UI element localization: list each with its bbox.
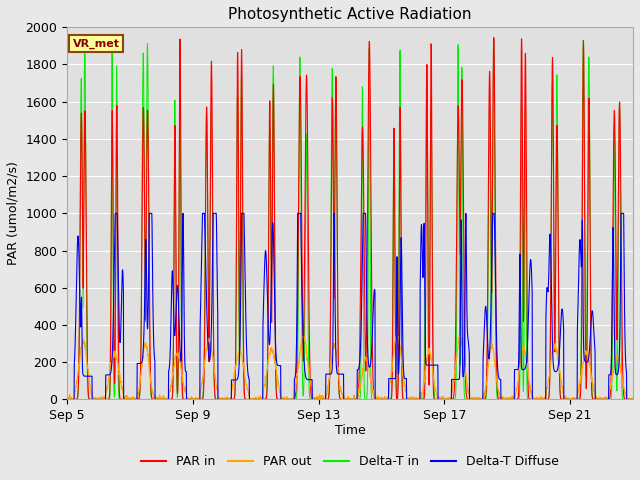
Title: Photosynthetic Active Radiation: Photosynthetic Active Radiation [228,7,472,22]
Text: VR_met: VR_met [73,38,120,48]
Legend: PAR in, PAR out, Delta-T in, Delta-T Diffuse: PAR in, PAR out, Delta-T in, Delta-T Dif… [136,450,564,473]
Y-axis label: PAR (umol/m2/s): PAR (umol/m2/s) [7,161,20,265]
X-axis label: Time: Time [335,423,365,437]
